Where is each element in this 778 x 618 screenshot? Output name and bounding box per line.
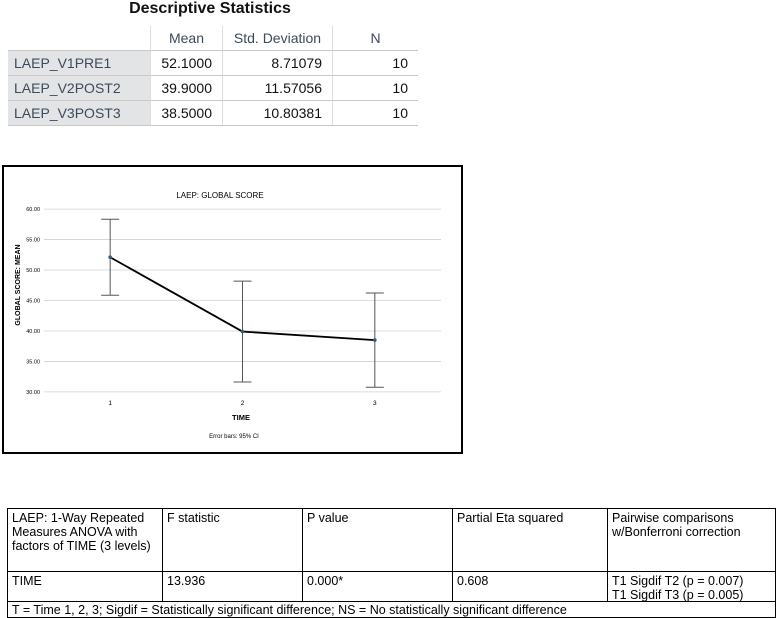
cell: 39.9000: [150, 75, 222, 100]
cell: T1 Sigdif T2 (p = 0.007) T1 Sigdif T3 (p…: [607, 571, 776, 602]
row-label: LAEP_V2POST2: [8, 75, 150, 100]
cell-line: T1 Sigdif T2 (p = 0.007): [612, 574, 744, 588]
point: [373, 338, 377, 342]
y-tick-label: 35.00: [26, 359, 40, 365]
y-tick-label: 40.00: [26, 329, 40, 335]
x-tick-label: 2: [241, 400, 245, 407]
x-tick-label: 3: [373, 400, 377, 407]
col-header: Mean: [150, 26, 222, 50]
cell: TIME: [7, 571, 163, 602]
chart-frame: LAEP: GLOBAL SCORE TIME Error bars: 95% …: [2, 165, 463, 454]
header-cell: P value: [302, 508, 453, 572]
col-header: N: [332, 26, 418, 50]
footnote: T = Time 1, 2, 3; Sigdif = Statistically…: [7, 601, 776, 618]
x-tick-label: 1: [108, 400, 112, 407]
cell: 52.1000: [150, 50, 222, 75]
chart: LAEP: GLOBAL SCORE TIME Error bars: 95% …: [15, 191, 441, 440]
y-tick-label: 45.00: [26, 299, 40, 305]
cell: 10.80381: [222, 100, 332, 125]
cell: 8.71079: [222, 50, 332, 75]
header-cell: LAEP: 1-Way Repeated Measures ANOVA with…: [7, 508, 163, 572]
point: [108, 255, 112, 260]
cell: 13.936: [162, 571, 303, 602]
y-axis-label: GLOBAL SCORE: MEAN: [15, 244, 22, 325]
note: Error bars: 95% CI: [209, 434, 259, 440]
rule: [8, 125, 418, 126]
cell: 10: [332, 75, 418, 100]
header-cell: Partial Eta squared: [452, 508, 608, 572]
cell: 10: [332, 100, 418, 125]
cell: 0.000*: [302, 571, 453, 602]
header-cell: Pairwise comparisons w/Bonferroni correc…: [607, 508, 776, 572]
cell: 0.608: [452, 571, 608, 602]
x-axis-label: TIME: [232, 413, 250, 422]
y-tick-label: 50.00: [26, 268, 40, 274]
cell-line: T1 Sigdif T3 (p = 0.005): [612, 588, 744, 602]
cell: 38.5000: [150, 100, 222, 125]
y-tick-label: 30.00: [26, 390, 40, 396]
row-label: LAEP_V3POST3: [8, 100, 150, 125]
point: [240, 329, 245, 334]
y-tick-label: 60.00: [26, 207, 40, 213]
col-header: Std. Deviation: [222, 26, 332, 50]
table-title: Descriptive Statistics: [129, 0, 291, 17]
header-cell: F statistic: [162, 508, 303, 572]
y-tick-label: 55.00: [26, 238, 40, 244]
cell: 11.57056: [222, 75, 332, 100]
row-label: LAEP_V1PRE1: [8, 50, 150, 75]
cell: 10: [332, 50, 418, 75]
chart-title: LAEP: GLOBAL SCORE: [176, 191, 263, 200]
